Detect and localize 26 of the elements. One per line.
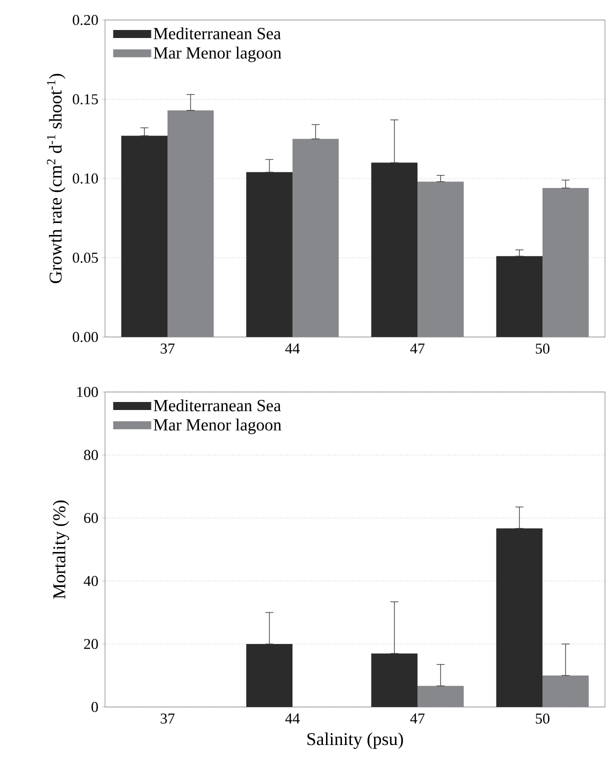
y-tick-label: 40: [84, 576, 98, 586]
x-axis-title: Salinity (psu): [307, 732, 403, 749]
y-tick-label: 0.15: [72, 94, 98, 104]
x-tick-label: 37: [160, 714, 175, 724]
y-tick-label: 60: [84, 512, 98, 524]
x-tick-label: 47: [410, 344, 425, 354]
y-axis-title: Growth rate (cm$^{2}$ d$^{-1}$ shoot$^{-1}$): [46, 74, 66, 284]
x-tick-label: 37: [160, 344, 175, 354]
y-axis-title: Mortality (%): [52, 500, 70, 599]
legend-label: Mediterranean Sea: [154, 399, 281, 412]
x-tick-label: 44: [285, 344, 300, 354]
x-tick-label: 50: [536, 714, 550, 724]
y-tick-label: 0.10: [72, 173, 98, 184]
y-tick-label: 0.05: [72, 252, 98, 263]
legend-label: Mar Menor lagoon: [154, 46, 282, 62]
y-tick-label: 100: [77, 386, 98, 398]
y-tick-label: 20: [84, 638, 98, 650]
y-tick-label: 0: [92, 702, 98, 712]
y-tick-label: 0.00: [72, 332, 98, 342]
y-tick-label: 0.20: [72, 14, 98, 26]
x-tick-label: 50: [536, 344, 550, 354]
legend-label: Mediterranean Sea: [154, 27, 281, 40]
y-tick-label: 80: [84, 450, 98, 460]
x-tick-label: 47: [410, 714, 425, 724]
legend-label: Mar Menor lagoon: [154, 418, 282, 434]
x-tick-label: 44: [285, 714, 300, 724]
